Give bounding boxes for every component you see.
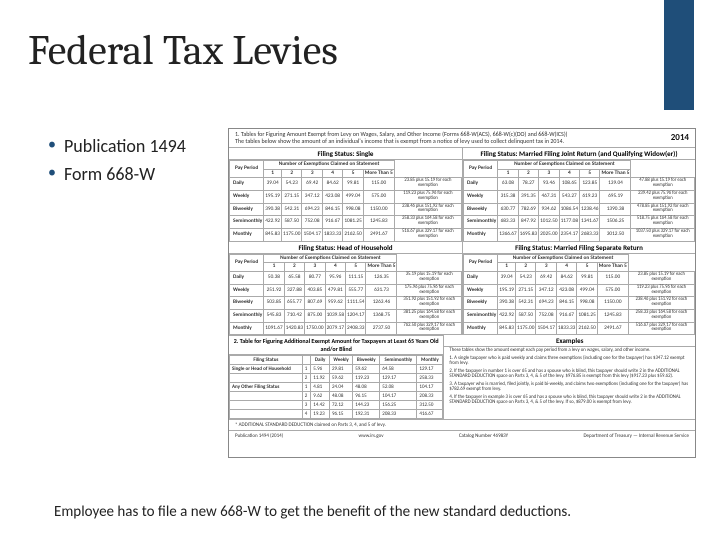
table-single: Filing Status: Single Pay PeriodNumber o… <box>229 148 462 242</box>
bullet-item: Form 668-W <box>48 163 186 185</box>
table-mfj: Filing Status: Married Filing Joint Retu… <box>462 148 695 242</box>
irs-url: www.irs.gov <box>359 433 384 439</box>
example-line: 4. If the taxpayer in example 3 is over … <box>444 394 695 407</box>
bullet-list: Publication 1494 Form 668-W <box>48 135 186 191</box>
example-line: These tables show the amount exempt each… <box>444 347 695 355</box>
status-label: Filing Status: Married Filing Joint Retu… <box>463 148 695 160</box>
additional-exempt-panel: 2. Table for Figuring Additional Exempt … <box>229 335 443 419</box>
bullet-item: Publication 1494 <box>48 135 186 157</box>
figure-header-line2: The tables below show the amount of an i… <box>235 138 567 145</box>
examples-panel: Examples These tables show the amount ex… <box>443 335 695 419</box>
example-line: 1. A single taxpayer who is paid weekly … <box>444 355 695 368</box>
catalog-number: Catalog Number 46983Y <box>459 433 508 439</box>
table-row-mid: Filing Status: Head of Household Pay Per… <box>229 242 695 336</box>
status-label: Filing Status: Head of Household <box>229 242 462 254</box>
irs-table-figure: 1. Tables for Figuring Amount Exempt fro… <box>228 128 696 458</box>
status-label: Filing Status: Single <box>229 148 462 160</box>
figure-header: 1. Tables for Figuring Amount Exempt fro… <box>229 129 695 148</box>
example-line: 2. If the taxpayer in number 1 is over 6… <box>444 368 695 381</box>
figure-asterisk-note: * ADDITIONAL STANDARD DEDUCTION claimed … <box>229 419 695 430</box>
slide: Federal Tax Levies Publication 1494 Form… <box>0 0 720 540</box>
accent-bar <box>664 0 694 110</box>
table-row-top: Filing Status: Single Pay PeriodNumber o… <box>229 148 695 242</box>
examples-title: Examples <box>444 335 695 347</box>
section2-row: 2. Table for Figuring Additional Exempt … <box>229 335 695 419</box>
section2-title: 2. Table for Figuring Additional Exempt … <box>229 335 443 355</box>
figure-year: 2014 <box>665 132 689 143</box>
slide-title: Federal Tax Levies <box>28 26 338 75</box>
table-mfs: Filing Status: Married Filing Separate R… <box>462 242 695 336</box>
table-hoh: Filing Status: Head of Household Pay Per… <box>229 242 462 336</box>
status-label: Filing Status: Married Filing Separate R… <box>463 242 695 254</box>
figure-header-text: 1. Tables for Figuring Amount Exempt fro… <box>235 131 567 145</box>
slide-footnote: Employee has to file a new 668-W to get … <box>54 503 680 522</box>
example-line: 3. A taxpayer who is married, filed join… <box>444 381 695 394</box>
figure-footer: Publication 1494 (2014) www.irs.gov Cata… <box>229 430 695 441</box>
pub-number: Publication 1494 (2014) <box>235 433 283 439</box>
dept-label: Department of Treasury — Internal Revenu… <box>583 433 689 439</box>
